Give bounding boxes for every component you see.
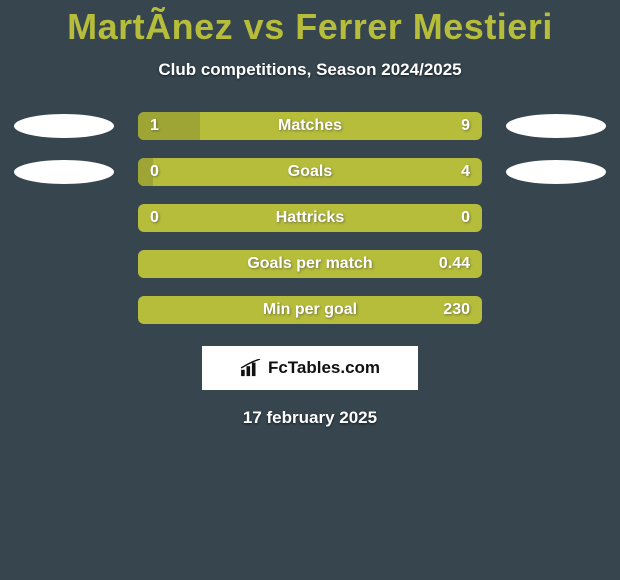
page-title: MartÃ­nez vs Ferrer Mestieri [0, 0, 620, 48]
stat-right-value: 4 [449, 158, 482, 186]
stats-container: 19Matches04Goals00Hattricks0.44Goals per… [0, 112, 620, 324]
barchart-icon [240, 359, 262, 377]
stat-label: Goals [138, 158, 482, 186]
player-right-oval [506, 160, 606, 184]
stat-left-value [138, 250, 162, 278]
stat-left-value: 1 [138, 112, 171, 140]
stat-left-value: 0 [138, 158, 171, 186]
player-right-oval [506, 114, 606, 138]
brand-text: FcTables.com [268, 358, 380, 378]
player-left-oval [14, 160, 114, 184]
stat-right-value: 9 [449, 112, 482, 140]
stat-row: 0 4Goals [0, 158, 620, 186]
stat-right-value: 230 [431, 296, 482, 324]
stat-row: 0.44Goals per match [0, 250, 620, 278]
stat-bar: 0 4Goals [138, 158, 482, 186]
stat-left-value: 0 [138, 204, 171, 232]
stat-row: 230Min per goal [0, 296, 620, 324]
snapshot-date: 17 february 2025 [0, 408, 620, 428]
brand-badge: FcTables.com [202, 346, 418, 390]
player-left-oval [14, 114, 114, 138]
stat-left-value [138, 296, 162, 324]
stat-bar: 230Min per goal [138, 296, 482, 324]
stat-row: 19Matches [0, 112, 620, 140]
stat-label: Hattricks [138, 204, 482, 232]
stat-bar: 0 0Hattricks [138, 204, 482, 232]
stat-bar: 19Matches [138, 112, 482, 140]
page-subtitle: Club competitions, Season 2024/2025 [0, 60, 620, 80]
stat-row: 0 0Hattricks [0, 204, 620, 232]
stat-right-value: 0 [449, 204, 482, 232]
stat-right-value: 0.44 [427, 250, 482, 278]
stat-bar: 0.44Goals per match [138, 250, 482, 278]
